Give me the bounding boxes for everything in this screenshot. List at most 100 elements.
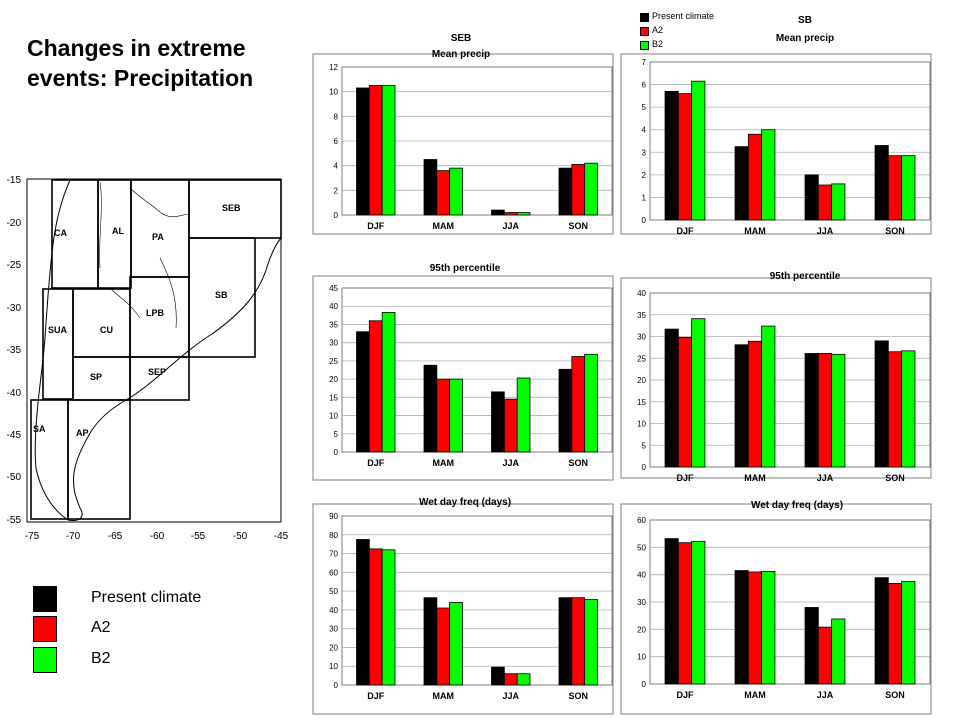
plot-area xyxy=(649,61,931,221)
chart-title: 95th percentile xyxy=(430,263,501,274)
bar-present-climate xyxy=(558,167,573,216)
bar-a2 xyxy=(817,353,833,468)
bar-present-climate xyxy=(558,597,573,686)
x-tick-label: DJF xyxy=(367,691,385,701)
bar-b2 xyxy=(831,618,846,685)
bar-b2 xyxy=(381,85,396,216)
bar-a2 xyxy=(747,340,763,468)
region-label: CU xyxy=(100,325,113,335)
bar-a2 xyxy=(817,184,833,221)
lat-tick: -50 xyxy=(7,472,22,483)
y-tick-label: 35 xyxy=(329,320,338,329)
legend-label-present: Present climate xyxy=(91,589,202,606)
region-label: SB xyxy=(215,290,228,300)
region-label: SP xyxy=(90,372,102,382)
bar-b2 xyxy=(381,549,396,686)
x-tick-label: SON xyxy=(885,226,905,236)
coastline xyxy=(34,179,282,521)
bar-present-climate xyxy=(423,364,438,453)
y-tick-label: 5 xyxy=(642,441,647,450)
bar-b2 xyxy=(449,601,463,686)
bar-present-climate xyxy=(874,340,889,468)
bar-present-climate xyxy=(874,145,889,221)
region-label: AP xyxy=(76,428,89,438)
y-tick-label: 3 xyxy=(642,148,647,157)
bar-present-climate xyxy=(734,570,749,685)
bar-b2 xyxy=(761,570,776,685)
bar-a2 xyxy=(436,378,451,453)
legend-label-a2: A2 xyxy=(91,619,111,636)
legend-item-b2: B2 xyxy=(33,647,333,677)
x-tick-label: MAM xyxy=(744,473,766,483)
bar-b2 xyxy=(516,212,531,216)
y-tick-label: 40 xyxy=(329,606,338,615)
bar-b2 xyxy=(516,377,531,453)
y-tick-label: 0 xyxy=(642,463,647,472)
region-label: PA xyxy=(152,232,164,242)
bar-b2 xyxy=(584,599,598,686)
bar-a2 xyxy=(571,597,586,686)
y-tick-label: 25 xyxy=(329,357,338,366)
map-lat-ticks: -15 -20 -25 -30 -35 -40 -45 -50 -55 xyxy=(7,175,22,526)
x-tick-label: DJF xyxy=(676,473,694,483)
y-tick-label: 10 xyxy=(637,420,646,429)
mini-legend-swatch xyxy=(640,27,649,36)
region-sep xyxy=(129,356,190,401)
bar-present-climate xyxy=(734,344,749,468)
chart-4: 0 5 10 15 20 25 30 35 40 95th percentile DJF MAM JJA… xyxy=(620,271,932,483)
region-label: AL xyxy=(112,226,124,236)
y-tick-label: 8 xyxy=(334,112,339,121)
bar-present-climate xyxy=(804,353,819,468)
y-tick-label: 30 xyxy=(637,598,646,607)
bar-present-climate xyxy=(664,538,679,685)
plot-area xyxy=(341,287,613,453)
bar-a2 xyxy=(817,626,833,685)
chart-title: Wet day freq (days) xyxy=(419,497,511,508)
bar-b2 xyxy=(901,350,916,468)
bar-b2 xyxy=(901,581,916,685)
mini-legend-label: Present climate xyxy=(652,11,715,21)
lat-tick: -55 xyxy=(7,515,22,526)
bar-present-climate xyxy=(423,597,438,686)
bar-b2 xyxy=(831,353,846,468)
bar-b2 xyxy=(516,673,531,686)
x-tick-label: MAM xyxy=(433,691,455,701)
x-tick-label: DJF xyxy=(367,221,385,231)
y-tick-label: 6 xyxy=(334,137,339,146)
x-tick-label: SON xyxy=(568,691,588,701)
bar-a2 xyxy=(436,170,451,216)
mini-legend-swatch xyxy=(640,13,649,22)
x-tick-label: MAM xyxy=(744,226,766,236)
chart-6: 0 10 20 30 40 50 60 Wet day freq (days) DJF MAM JJ… xyxy=(620,500,932,715)
bar-a2 xyxy=(571,356,586,453)
lat-tick: -40 xyxy=(7,388,22,399)
bar-a2 xyxy=(747,133,763,221)
plot-area xyxy=(649,519,931,685)
x-tick-label: SON xyxy=(885,690,905,700)
bar-a2 xyxy=(887,351,903,468)
bar-b2 xyxy=(831,183,846,221)
y-tick-label: 90 xyxy=(329,512,338,521)
bar-present-climate xyxy=(491,666,505,686)
bar-a2 xyxy=(503,398,518,453)
bar-present-climate xyxy=(356,87,370,216)
chart-title: Mean precip xyxy=(432,49,490,60)
bar-present-climate xyxy=(734,146,749,221)
bar-a2 xyxy=(436,607,451,686)
bar-present-climate xyxy=(491,391,505,453)
y-tick-label: 30 xyxy=(329,625,338,634)
bar-present-climate xyxy=(664,328,679,468)
x-tick-label: MAM xyxy=(433,221,455,231)
lon-tick: -65 xyxy=(108,531,123,542)
region-map: CA AL PA SEB SB SUA CU LPB SP SEP SA AP … xyxy=(7,175,289,542)
bar-a2 xyxy=(571,164,586,216)
bar-b2 xyxy=(761,129,776,221)
bar-present-climate xyxy=(874,577,889,685)
y-tick-label: 0 xyxy=(642,680,647,689)
y-tick-label: 0 xyxy=(334,448,339,457)
bar-a2 xyxy=(368,320,383,453)
bar-b2 xyxy=(584,353,598,453)
y-tick-label: 0 xyxy=(334,681,339,690)
x-tick-label: DJF xyxy=(676,690,694,700)
lon-tick: -45 xyxy=(274,531,289,542)
